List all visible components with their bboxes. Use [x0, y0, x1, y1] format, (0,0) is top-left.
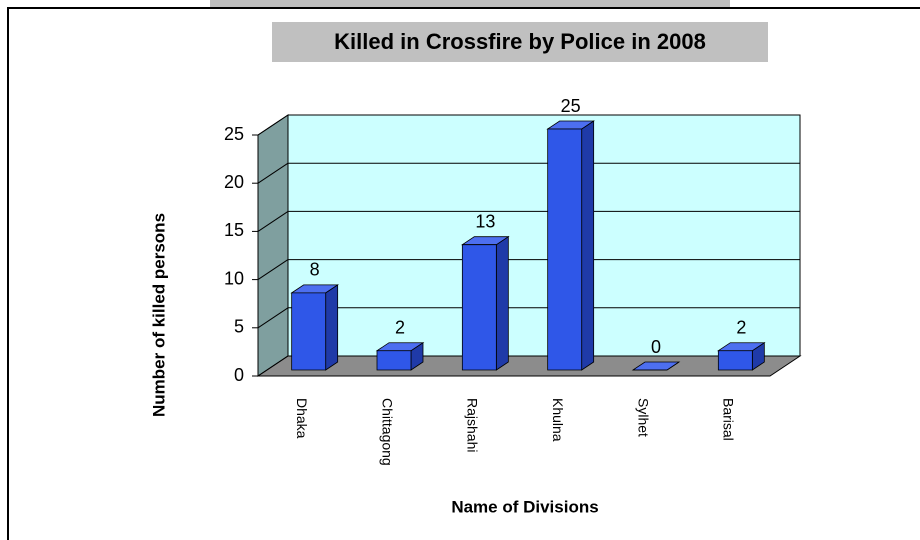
y-axis-label: Number of killed persons: [149, 213, 168, 417]
x-tick-label: Dhaka: [294, 398, 310, 439]
x-tick-label: Khulna: [550, 398, 566, 442]
frame: [7, 7, 920, 540]
bar-face: [581, 120, 595, 371]
grid-line: [257, 307, 289, 329]
grid-line: [257, 259, 289, 281]
x-axis-label: Name of Divisions: [451, 497, 598, 516]
x-tick-label: Sylhet: [635, 398, 651, 437]
data-label: 0: [651, 337, 661, 357]
y-tick-label: 25: [224, 124, 244, 144]
grid-line: [257, 355, 289, 377]
x-tick-label: Chittagong: [379, 398, 395, 466]
bar-face: [461, 244, 497, 371]
bar: [717, 341, 766, 371]
chart-title: Killed in Crossfire by Police in 2008: [334, 29, 706, 54]
y-tick-label: 10: [224, 268, 244, 288]
title-box: [272, 22, 768, 62]
grid-line: [257, 114, 289, 136]
cut-off-heading: [210, 0, 730, 8]
data-label: 8: [310, 260, 320, 280]
bar-face: [325, 284, 339, 371]
x-tick-label: Rajshahi: [465, 398, 481, 452]
bar: [290, 284, 339, 371]
bar-face: [495, 235, 509, 371]
data-label: 13: [475, 211, 495, 231]
bar: [546, 120, 595, 371]
bar: [461, 235, 510, 371]
data-label: 2: [395, 317, 405, 337]
y-tick-label: 5: [234, 317, 244, 337]
x-tick-label: Barisal: [721, 398, 737, 441]
bar: [631, 361, 681, 371]
y-tick-label: 20: [224, 172, 244, 192]
grid-line: [257, 210, 289, 232]
bar-face: [376, 350, 412, 371]
data-label: 2: [736, 317, 746, 337]
bar-face: [547, 128, 583, 371]
back-wall: [287, 114, 801, 357]
grid-line: [257, 162, 289, 184]
data-label: 25: [561, 96, 581, 116]
bar: [375, 341, 425, 371]
side-wall: [257, 114, 289, 377]
y-tick-label: 0: [234, 365, 244, 385]
bar-face: [717, 350, 753, 371]
y-tick-label: 15: [224, 220, 244, 240]
bar-face: [291, 292, 327, 371]
